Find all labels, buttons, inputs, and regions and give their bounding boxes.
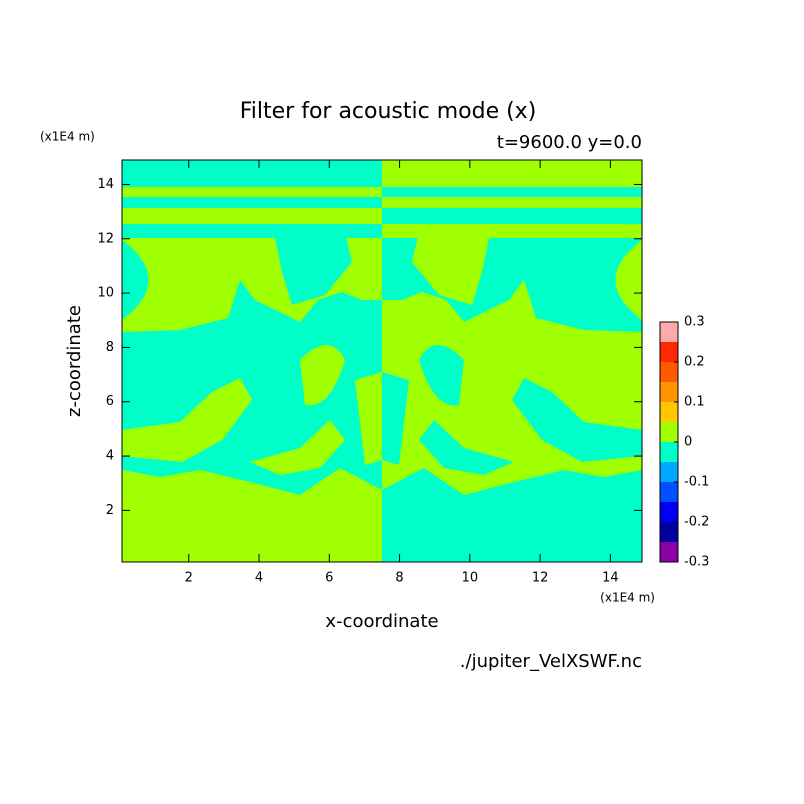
colorbar-bin xyxy=(660,382,678,402)
field-region xyxy=(275,232,352,305)
colorbar-tick-label: 0.3 xyxy=(684,315,705,330)
chart-title: Filter for acoustic mode (x) xyxy=(240,99,537,124)
field-region xyxy=(382,197,642,208)
axes: 2 4 6 8 10 12 14 2 4 6 8 10 12 14 xyxy=(97,160,642,586)
colorbar-bin xyxy=(660,362,678,382)
y-tick-label: 14 xyxy=(97,177,114,192)
x-axis-label: x-coordinate xyxy=(325,611,438,632)
field-region xyxy=(419,345,464,406)
source-label: ./jupiter_VelXSWF.nc xyxy=(460,651,642,672)
field-region xyxy=(382,372,409,465)
y-tick-label: 4 xyxy=(106,449,114,464)
x-tick-label: 10 xyxy=(462,571,479,586)
x-tick-label: 14 xyxy=(602,571,619,586)
y-axis-label: z-coordinate xyxy=(64,305,85,417)
colorbar-bin xyxy=(660,342,678,362)
field-region xyxy=(122,197,382,208)
colorbar-tick-label: -0.1 xyxy=(684,475,709,490)
x-unit: (x1E4 m) xyxy=(600,591,655,605)
field-half xyxy=(382,160,642,562)
field-region xyxy=(300,345,345,406)
field-region xyxy=(122,240,149,320)
chart-subtitle: t=9600.0 y=0.0 xyxy=(497,132,642,153)
x-tick-label: 12 xyxy=(532,571,549,586)
field-region xyxy=(355,372,382,465)
field-region xyxy=(122,160,382,187)
contour-field xyxy=(122,160,642,562)
x-tick-label: 8 xyxy=(395,571,403,586)
field-region xyxy=(615,240,642,320)
x-tick-label: 4 xyxy=(255,571,263,586)
y-unit: (x1E4 m) xyxy=(40,130,95,144)
field-region xyxy=(412,232,489,305)
y-tick-label: 8 xyxy=(106,340,114,355)
colorbar-tick-label: 0 xyxy=(684,435,692,450)
colorbar-bin xyxy=(660,522,678,542)
colorbar-tick-label: -0.2 xyxy=(684,515,709,530)
colorbar-tick-label: 0.2 xyxy=(684,355,705,370)
colorbar-bin xyxy=(660,462,678,482)
colorbar-tick-label: 0.1 xyxy=(684,395,705,410)
colorbar-bin xyxy=(660,482,678,502)
x-tick-label: 2 xyxy=(185,571,193,586)
field-region xyxy=(382,160,642,187)
field-half xyxy=(122,160,382,562)
colorbar-tick-label: -0.3 xyxy=(684,555,709,570)
colorbar-bin xyxy=(660,422,678,442)
field-region xyxy=(122,378,252,462)
field-region xyxy=(419,420,514,475)
y-tick-label: 10 xyxy=(97,286,114,301)
colorbar-bin xyxy=(660,542,678,562)
y-tick-label: 12 xyxy=(97,231,114,246)
field-region xyxy=(250,420,345,475)
x-tick-label: 6 xyxy=(325,571,333,586)
colorbar-bin xyxy=(660,322,678,342)
colorbar-bin xyxy=(660,502,678,522)
colorbar-bin xyxy=(660,402,678,422)
field-region xyxy=(512,378,642,462)
colorbar-bin xyxy=(660,442,678,462)
y-tick-label: 2 xyxy=(106,503,114,518)
y-tick-label: 6 xyxy=(106,394,114,409)
plot-frame xyxy=(121,159,643,563)
